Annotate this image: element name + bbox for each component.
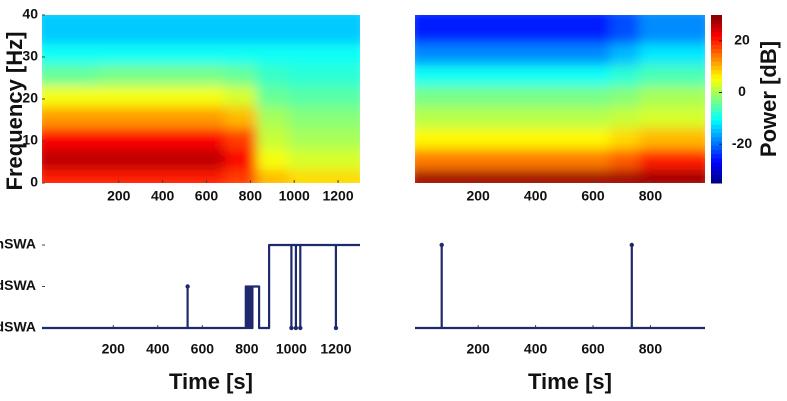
x-tick-label: 200 bbox=[466, 188, 490, 204]
colorbar-step bbox=[711, 27, 722, 33]
colorbar-step bbox=[711, 136, 722, 142]
colorbar-step bbox=[711, 120, 722, 125]
x-tick-label: 600 bbox=[581, 188, 605, 204]
x-tick-label: 400 bbox=[524, 341, 548, 357]
colorbar-step bbox=[711, 149, 722, 155]
heat-cell bbox=[320, 15, 360, 44]
x-tick-label: 600 bbox=[581, 341, 605, 357]
x-tick-label: 800 bbox=[235, 341, 259, 357]
state-dot bbox=[298, 325, 303, 331]
colorbar-step bbox=[711, 44, 722, 50]
y-tick-label: nSWA bbox=[0, 236, 36, 252]
colorbar-step bbox=[711, 65, 722, 71]
colorbar-step bbox=[711, 170, 722, 176]
colorbar-step bbox=[711, 111, 722, 117]
x-tick-label: 400 bbox=[524, 188, 548, 204]
colorbar-step bbox=[711, 82, 722, 87]
colorbar-step bbox=[711, 61, 722, 66]
colorbar-step bbox=[711, 48, 722, 54]
colorbar-step bbox=[711, 31, 722, 37]
colorbar-step bbox=[711, 153, 722, 159]
colorbar-step bbox=[711, 115, 722, 121]
state-dot bbox=[439, 242, 444, 248]
colorbar-step bbox=[711, 107, 722, 113]
x-tick-label: 600 bbox=[191, 341, 215, 357]
x-tick-label: 1200 bbox=[320, 341, 351, 357]
x-tick-label: 200 bbox=[466, 341, 490, 357]
x-axis-label: Time [s] bbox=[528, 369, 612, 394]
state-dot bbox=[185, 284, 190, 289]
y-axis-label: Frequency [Hz] bbox=[2, 32, 27, 191]
colorbar-step bbox=[711, 73, 722, 79]
x-tick-label: 400 bbox=[146, 341, 170, 357]
y-tick-label: 40 bbox=[22, 6, 38, 22]
x-tick-label: 800 bbox=[239, 188, 263, 204]
colorbar-step bbox=[711, 145, 722, 150]
colorbar-step bbox=[711, 23, 722, 29]
x-tick-label: 800 bbox=[639, 188, 663, 204]
colorbar-step bbox=[711, 162, 722, 167]
colorbar-step bbox=[711, 36, 722, 41]
colorbar-step bbox=[711, 174, 722, 180]
colorbar-step bbox=[711, 124, 722, 129]
colorbar-step bbox=[711, 69, 722, 75]
heatmap-left bbox=[42, 15, 360, 183]
cells bbox=[42, 15, 360, 183]
colorbar-label: Power [dB] bbox=[756, 41, 781, 157]
colorbar-step bbox=[711, 166, 722, 171]
colorbar-step bbox=[711, 78, 722, 83]
cells bbox=[415, 15, 705, 183]
y-tick-label: 10 bbox=[22, 132, 38, 148]
colorbar-step bbox=[711, 19, 722, 24]
colorbar-step bbox=[711, 99, 722, 104]
colorbar-step bbox=[711, 132, 722, 138]
heatmap-right bbox=[415, 15, 705, 183]
x-tick-label: 1000 bbox=[279, 188, 310, 204]
colorbar-tick-label: 0 bbox=[738, 83, 746, 99]
state-dot bbox=[629, 242, 634, 248]
x-tick-label: 1000 bbox=[276, 341, 307, 357]
colorbar-step bbox=[711, 15, 722, 20]
x-axis-label: Time [s] bbox=[169, 369, 253, 394]
x-tick-label: 400 bbox=[151, 188, 175, 204]
colorbar-step bbox=[711, 40, 722, 45]
x-tick-label: 1200 bbox=[322, 188, 353, 204]
colorbar-step bbox=[711, 128, 722, 134]
colorbar-step bbox=[711, 57, 722, 62]
x-tick-label: 200 bbox=[107, 188, 131, 204]
y-tick-label: 20 bbox=[22, 90, 38, 106]
colorbar-step bbox=[711, 178, 722, 184]
colorbar-step bbox=[711, 141, 722, 146]
state-line bbox=[42, 243, 360, 330]
state-dot bbox=[293, 325, 299, 331]
x-tick-label: 800 bbox=[639, 341, 663, 357]
heat-cell bbox=[668, 15, 705, 44]
colorbar-step bbox=[711, 103, 722, 108]
y-tick-label: sdSWA bbox=[0, 277, 36, 293]
y-tick-label: 0 bbox=[30, 174, 38, 190]
state-line bbox=[415, 243, 705, 330]
state-dot bbox=[333, 325, 339, 331]
colorbar-step bbox=[711, 90, 722, 96]
x-tick-label: 200 bbox=[102, 341, 126, 357]
colorbar-tick-label: 20 bbox=[734, 32, 750, 48]
x-tick-label: 600 bbox=[195, 188, 219, 204]
colorbar-step bbox=[711, 157, 722, 163]
y-tick-label: 30 bbox=[22, 48, 38, 64]
colorbar-step bbox=[711, 94, 722, 100]
colorbar-step bbox=[711, 52, 722, 58]
y-tick-label: ddSWA bbox=[0, 319, 36, 335]
colorbar-tick-label: -20 bbox=[732, 135, 752, 151]
colorbar-step bbox=[711, 86, 722, 92]
state-dot bbox=[289, 325, 294, 331]
